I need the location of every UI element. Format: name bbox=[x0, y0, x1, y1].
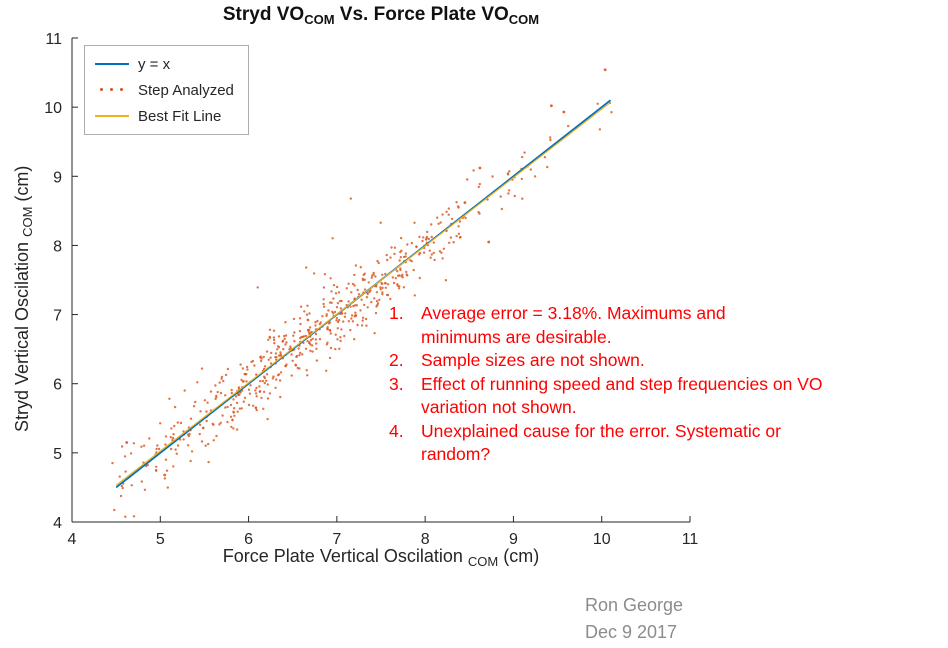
scatter-points-swatch bbox=[95, 82, 129, 98]
note-number bbox=[389, 443, 421, 467]
x-axis-label-subscript: COM bbox=[467, 554, 499, 569]
note-number bbox=[389, 396, 421, 420]
title-subscript-2: COM bbox=[508, 12, 540, 27]
legend-label: y = x bbox=[138, 55, 171, 73]
note-number: 4. bbox=[389, 420, 404, 441]
y-tick-label: 10 bbox=[44, 100, 62, 117]
credit-block: Ron George Dec 9 2017 bbox=[585, 592, 683, 646]
note-number: 2. bbox=[389, 350, 404, 370]
credit-date: Dec 9 2017 bbox=[585, 622, 678, 642]
note-number: 3. bbox=[389, 373, 404, 394]
best-fit-line bbox=[115, 101, 611, 486]
legend-item-bestfit: Best Fit Line bbox=[95, 105, 234, 127]
scatter-points bbox=[111, 68, 613, 518]
note-line: 3. Effect of running speed and step freq… bbox=[389, 373, 945, 397]
legend-label: Step Analyzed bbox=[138, 81, 234, 99]
x-tick-label: 6 bbox=[244, 531, 253, 548]
legend-box: y = x Step Analyzed Best Fit Line bbox=[84, 45, 249, 135]
y-axis-label-text: Stryd Vertical Oscilation bbox=[12, 236, 32, 432]
title-text-2: Vs. Force Plate VO bbox=[334, 4, 509, 25]
x-tick-label: 10 bbox=[593, 531, 611, 548]
note-line: random? bbox=[389, 443, 945, 467]
note-text: variation not shown. bbox=[421, 397, 577, 417]
x-tick-label: 9 bbox=[509, 531, 518, 548]
identity-line-swatch bbox=[95, 56, 129, 72]
note-line: 2. Sample sizes are not shown. bbox=[389, 349, 945, 373]
note-number bbox=[389, 326, 421, 350]
y-tick-label: 9 bbox=[53, 169, 62, 186]
note-text: Sample sizes are not shown. bbox=[421, 350, 645, 370]
note-text: Unexplained cause for the error. Systema… bbox=[421, 420, 781, 441]
y-tick-label: 7 bbox=[53, 308, 62, 325]
x-tick-label: 8 bbox=[421, 531, 430, 548]
y-tick-label: 5 bbox=[53, 446, 62, 463]
legend-item-identity: y = x bbox=[95, 53, 234, 75]
y-tick-label: 4 bbox=[53, 515, 62, 532]
axes: 4 5 6 7 8 9 10 11 4 5 6 7 8 9 10 11 bbox=[44, 31, 698, 548]
note-text: minimums are desirable. bbox=[421, 326, 612, 347]
note-text: Average error = 3.18%. Maximums and bbox=[421, 303, 726, 323]
title-text: Stryd VO bbox=[222, 4, 305, 25]
note-text: Effect of running speed and step frequen… bbox=[421, 373, 823, 394]
title-subscript: COM bbox=[304, 12, 335, 27]
note-line: variation not shown. bbox=[389, 396, 945, 420]
y-axis-label-subscript: COM bbox=[20, 206, 35, 237]
legend-item-scatter: Step Analyzed bbox=[95, 79, 234, 101]
x-tick-label: 7 bbox=[332, 531, 341, 548]
y-tick-label: 6 bbox=[53, 377, 62, 394]
x-axis-label: Force Plate Vertical Oscilation COM (cm) bbox=[72, 546, 690, 569]
note-line: minimums are desirable. bbox=[389, 326, 945, 350]
x-axis-label-unit: (cm) bbox=[498, 546, 540, 566]
x-tick-label: 5 bbox=[156, 531, 165, 548]
best-fit-line-swatch bbox=[95, 108, 129, 124]
x-tick-label: 11 bbox=[682, 531, 699, 548]
y-axis-label-unit: (cm) bbox=[12, 165, 32, 207]
y-tick-label: 11 bbox=[45, 31, 62, 48]
legend-label: Best Fit Line bbox=[138, 107, 222, 125]
credit-name: Ron George bbox=[585, 595, 684, 615]
note-number: 1. bbox=[389, 303, 404, 323]
note-line: 1. Average error = 3.18%. Maximums and bbox=[389, 302, 945, 326]
note-text: random? bbox=[421, 444, 491, 464]
x-tick-label: 4 bbox=[68, 531, 77, 548]
y-tick-label: 8 bbox=[53, 238, 62, 255]
note-line: 4. Unexplained cause for the error. Syst… bbox=[389, 420, 945, 444]
annotation-notes: 1. Average error = 3.18%. Maximums and m… bbox=[389, 302, 945, 467]
plot-title: Stryd VOCOM Vs. Force Plate VOCOM bbox=[72, 4, 690, 27]
y-axis-label: Stryd Vertical Oscilation COM (cm) bbox=[12, 166, 35, 432]
x-axis-label-text: Force Plate Vertical Oscilation bbox=[222, 546, 468, 566]
